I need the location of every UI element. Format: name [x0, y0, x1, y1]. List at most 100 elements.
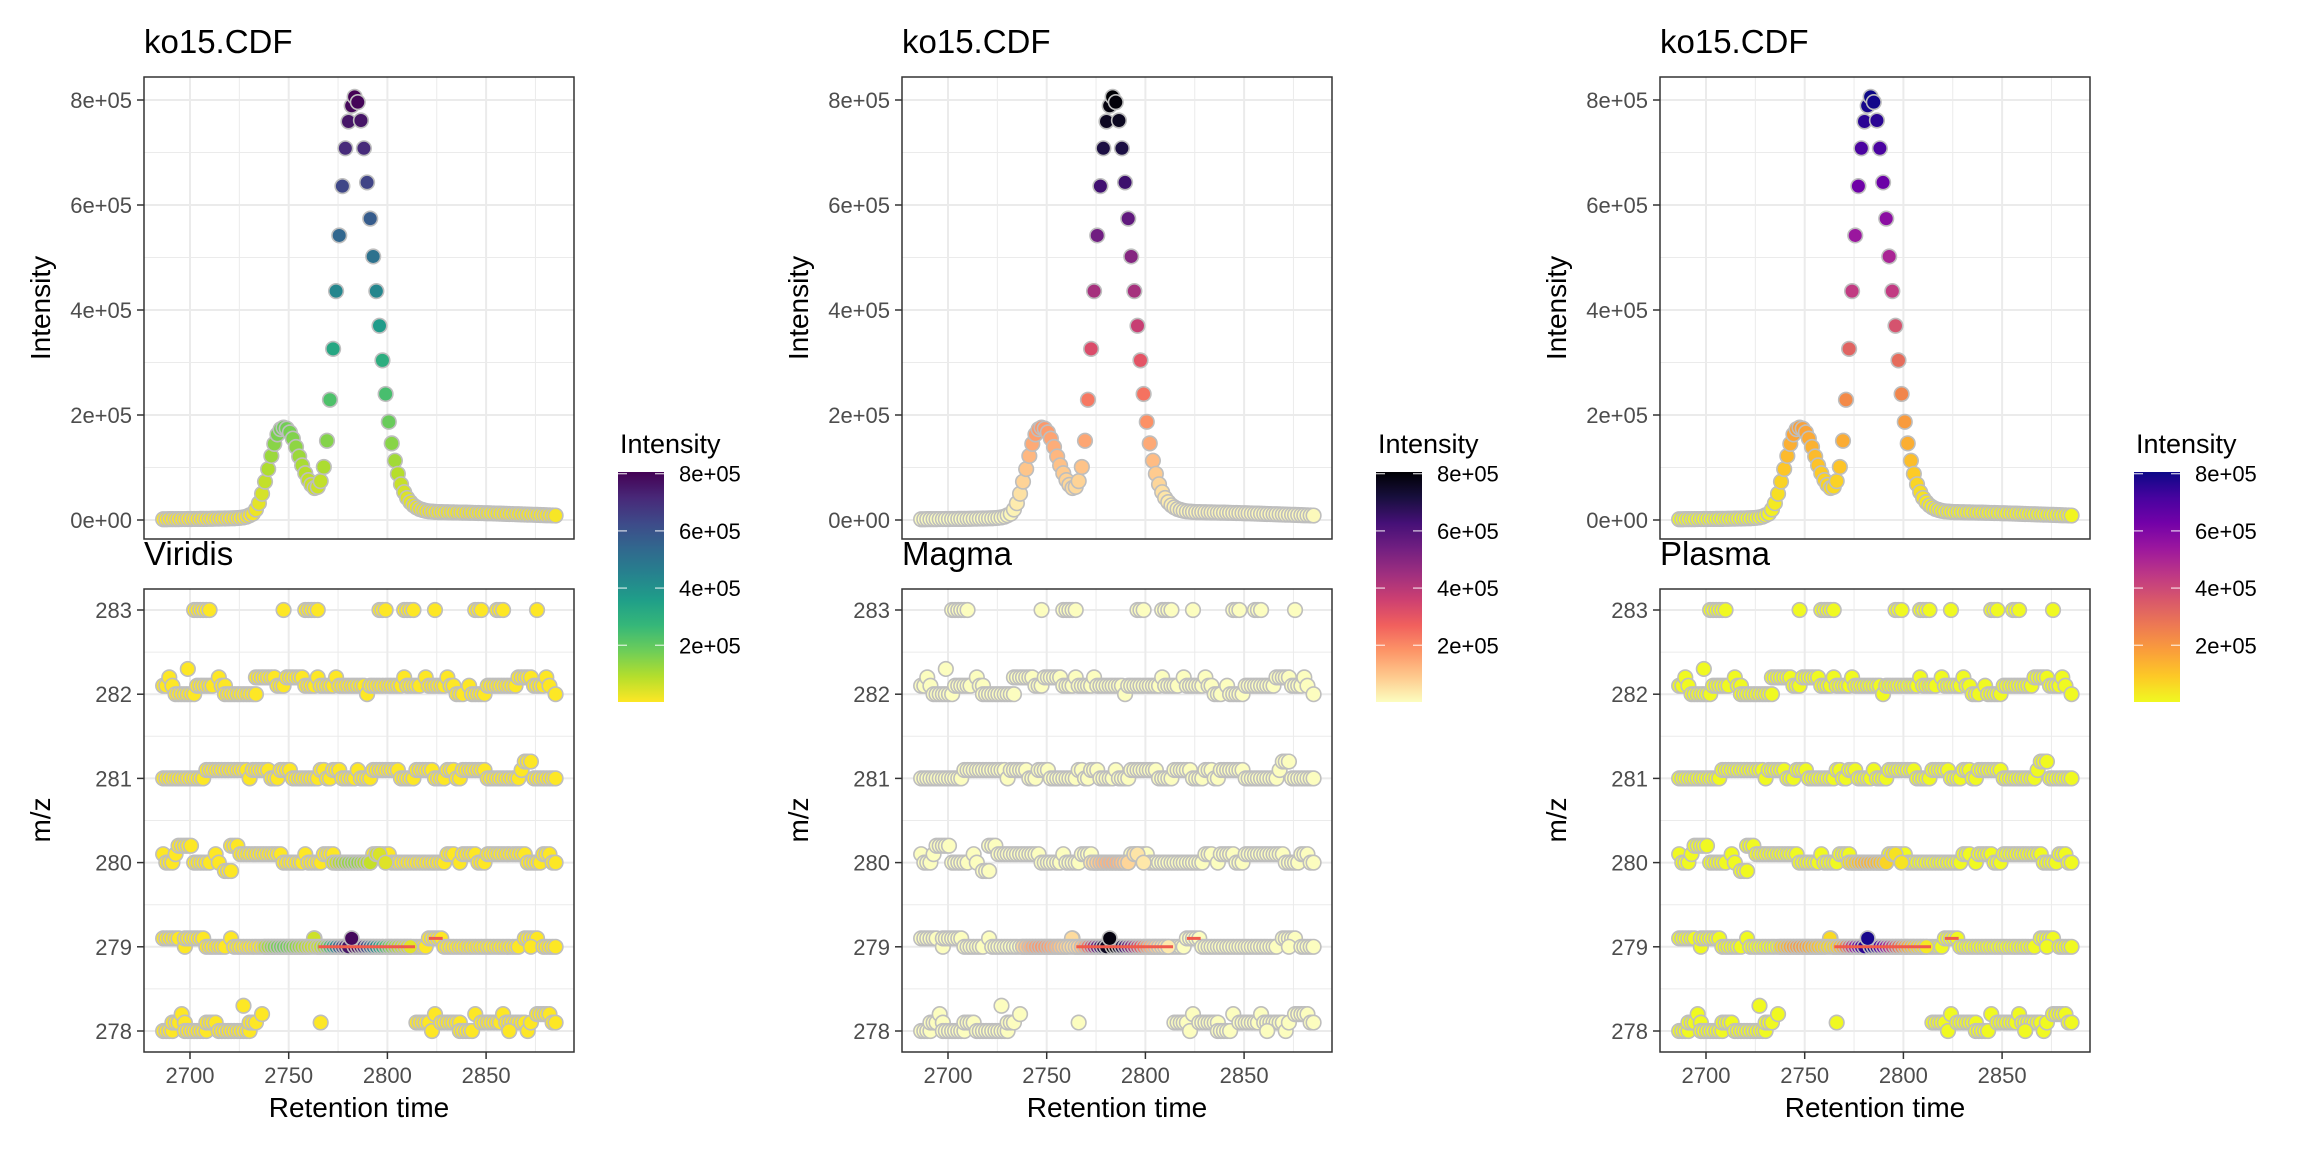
data-point	[1083, 340, 1100, 357]
data-point	[201, 601, 218, 619]
data-point	[1135, 601, 1152, 619]
data-point	[501, 1022, 518, 1040]
x-tick-label: 2800	[1121, 1063, 1170, 1088]
legend-label: 2e+05	[679, 633, 741, 658]
data-point	[182, 837, 200, 854]
data-point	[1921, 601, 1938, 619]
data-point	[349, 93, 366, 111]
legend-title: Intensity	[620, 429, 721, 459]
data-point	[547, 507, 564, 524]
data-point	[1138, 413, 1155, 430]
data-point	[331, 227, 348, 244]
y-tick-label: 280	[1611, 851, 1648, 876]
data-point	[528, 601, 546, 619]
x-tick-label: 2700	[924, 1063, 973, 1088]
y-tick-label: 279	[853, 935, 890, 960]
data-point	[383, 435, 400, 452]
data-point	[2010, 601, 2028, 619]
data-point	[312, 1014, 329, 1031]
data-point	[318, 432, 336, 449]
data-point	[334, 178, 351, 195]
data-point	[235, 997, 252, 1014]
data-point	[1305, 854, 1322, 871]
panel-magma: ko15.CDF0e+002e+054e+056e+058e+05Intensi…	[783, 23, 1499, 1123]
data-point	[1791, 601, 1808, 619]
data-point	[1893, 601, 1910, 619]
data-point	[1843, 283, 1861, 300]
data-point	[937, 660, 954, 678]
data-point	[426, 601, 444, 619]
panel-viridis: ko15.CDF0e+002e+054e+056e+058e+05Intensi…	[25, 23, 741, 1123]
x-axis-title: Retention time	[269, 1092, 450, 1123]
data-point	[365, 248, 382, 265]
y-tick-label: 278	[1611, 1019, 1648, 1044]
data-point	[315, 458, 332, 476]
data-point	[1896, 413, 1913, 430]
data-point	[374, 352, 391, 369]
x-tick-label: 2750	[264, 1063, 313, 1088]
legend-label: 4e+05	[1437, 576, 1499, 601]
data-point	[1837, 391, 1855, 408]
data-point	[1076, 432, 1094, 449]
legend-label: 6e+05	[679, 519, 741, 544]
data-point	[1305, 507, 1322, 524]
data-point	[325, 340, 342, 357]
data-point	[1073, 458, 1090, 476]
colorbar-legend: Intensity 2e+05 4e+05 6e+05 8e+05	[1376, 429, 1499, 702]
x-tick-label: 2800	[363, 1063, 412, 1088]
data-point	[1698, 837, 1716, 854]
data-point	[355, 140, 373, 157]
data-point	[547, 686, 564, 703]
y-tick-label: 8e+05	[70, 88, 132, 113]
data-point	[2063, 854, 2080, 871]
data-point	[1828, 1014, 1845, 1031]
data-point	[2038, 753, 2056, 770]
data-point	[1868, 112, 1886, 129]
data-point	[2063, 1014, 2080, 1031]
data-point	[1841, 340, 1858, 357]
data-point	[368, 283, 385, 300]
data-point	[1092, 178, 1109, 195]
x-tick-label: 2850	[1978, 1063, 2027, 1088]
data-point	[377, 385, 394, 403]
data-point	[253, 1006, 271, 1023]
data-point	[1095, 140, 1112, 157]
legend-label: 8e+05	[679, 462, 741, 487]
data-point	[1305, 686, 1322, 703]
data-point	[1865, 93, 1882, 111]
data-point	[2063, 507, 2080, 524]
data-point	[1874, 174, 1892, 191]
data-point	[1769, 1006, 1787, 1023]
data-point	[1717, 601, 1734, 619]
legend-label: 2e+05	[1437, 633, 1499, 658]
data-point	[980, 862, 998, 880]
colorbar	[618, 472, 664, 702]
y-tick-label: 283	[853, 598, 890, 623]
data-point	[1231, 601, 1248, 619]
data-point	[1070, 473, 1087, 490]
x-tick-label: 2700	[166, 1063, 215, 1088]
plot-subtitle: Magma	[902, 535, 1013, 572]
data-point	[1890, 352, 1907, 369]
data-point	[362, 210, 379, 227]
data-point	[179, 660, 196, 678]
data-point	[2044, 601, 2062, 619]
y-tick-label: 280	[95, 851, 132, 876]
y-tick-label: 4e+05	[1586, 298, 1648, 323]
data-point	[1831, 458, 1848, 476]
data-point	[260, 460, 277, 478]
data-point	[1163, 601, 1180, 619]
y-axis-title: Intensity	[1541, 256, 1572, 360]
data-point	[1085, 283, 1103, 300]
x-axis-title: Retention time	[1027, 1092, 1208, 1123]
y-tick-label: 4e+05	[828, 298, 890, 323]
data-point	[1011, 1006, 1029, 1023]
data-point	[1942, 601, 1960, 619]
y-tick-label: 282	[853, 682, 890, 707]
y-tick-label: 280	[853, 851, 890, 876]
mz-map-plot: 2700 2750 2800 2850 278 279 280 281 282 283 Retent…	[1541, 588, 2091, 1123]
data-point	[1881, 248, 1898, 265]
plot-subtitle: Viridis	[144, 535, 233, 572]
data-point	[1884, 283, 1901, 300]
